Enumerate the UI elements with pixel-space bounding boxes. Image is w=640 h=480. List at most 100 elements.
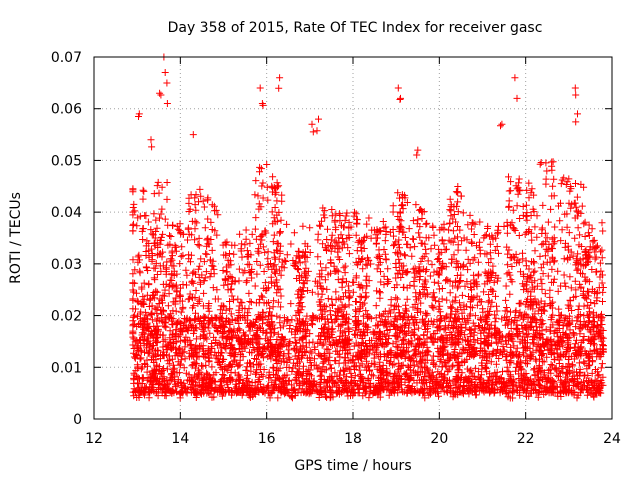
data-point [409,235,417,243]
data-point [182,266,190,274]
data-point [522,201,530,209]
data-point [352,231,360,239]
data-point [466,259,474,267]
data-point [311,355,318,363]
data-point [332,316,340,323]
data-point [294,266,302,273]
data-point [502,296,510,304]
data-point [235,325,243,333]
data-point [514,190,522,198]
data-point [284,316,292,323]
data-point [503,229,511,237]
data-point [446,220,454,228]
data-point [573,193,581,201]
data-point [430,278,438,286]
data-point [317,260,324,268]
data-point [362,276,370,284]
data-point [166,327,174,335]
data-point [438,237,446,245]
data-point [395,216,403,223]
data-point [251,225,259,233]
data-point [227,310,235,318]
data-point [531,247,539,255]
data-point [493,243,501,250]
data-point [194,241,202,248]
data-point [167,233,175,240]
data-point [204,234,212,242]
data-point [597,267,605,275]
data-point [309,321,316,329]
data-point [153,182,161,190]
data-point [153,224,161,232]
data-point [399,202,407,210]
grid-lines [94,57,612,419]
data-point [575,302,583,310]
data-point [253,368,261,376]
data-point [332,288,340,296]
data-point [371,329,379,337]
data-point [599,298,606,305]
data-point [551,223,559,231]
data-point [572,180,579,187]
data-point [274,286,282,294]
data-point [144,349,152,357]
data-point [389,202,397,210]
data-point [513,202,521,210]
data-point [356,292,364,300]
data-point [141,212,149,219]
data-point [418,215,426,222]
data-point [144,218,152,226]
data-point [287,240,295,248]
data-point [446,195,454,203]
data-point [431,241,439,249]
data-point [212,206,220,214]
data-point [258,236,266,244]
data-point [403,240,411,248]
data-point [544,218,552,226]
data-point [546,286,554,294]
data-point [195,234,203,242]
data-point [515,232,523,239]
data-point [316,372,324,380]
data-point [580,220,588,228]
data-point [131,279,139,287]
data-point [291,375,299,383]
data-point [347,369,355,377]
data-point [339,235,346,242]
data-point [539,201,547,209]
data-point [341,269,349,277]
data-point [599,288,607,296]
data-point [242,366,250,374]
data-point [571,199,579,207]
data-point [550,258,558,266]
data-point [355,366,363,374]
data-point [230,296,237,304]
data-point [201,224,209,232]
data-point [446,289,454,297]
data-point [547,205,555,213]
data-point [495,249,502,257]
data-point [142,263,150,271]
data-point [145,394,153,402]
data-point [505,187,513,195]
data-point [265,299,273,306]
data-point [519,203,527,210]
data-point [212,369,220,377]
data-point [263,161,271,168]
data-point [505,368,513,376]
data-point [353,220,361,228]
data-point [435,255,443,262]
data-point [202,268,210,276]
data-point [344,282,352,290]
data-points [129,53,607,402]
data-point [244,371,251,379]
data-point [403,295,411,303]
data-point [308,288,316,296]
data-point [525,179,533,187]
data-point [176,344,183,352]
data-point [163,258,171,266]
data-point [285,354,293,362]
data-point [537,382,545,390]
data-point [277,216,285,224]
data-point [578,202,586,210]
